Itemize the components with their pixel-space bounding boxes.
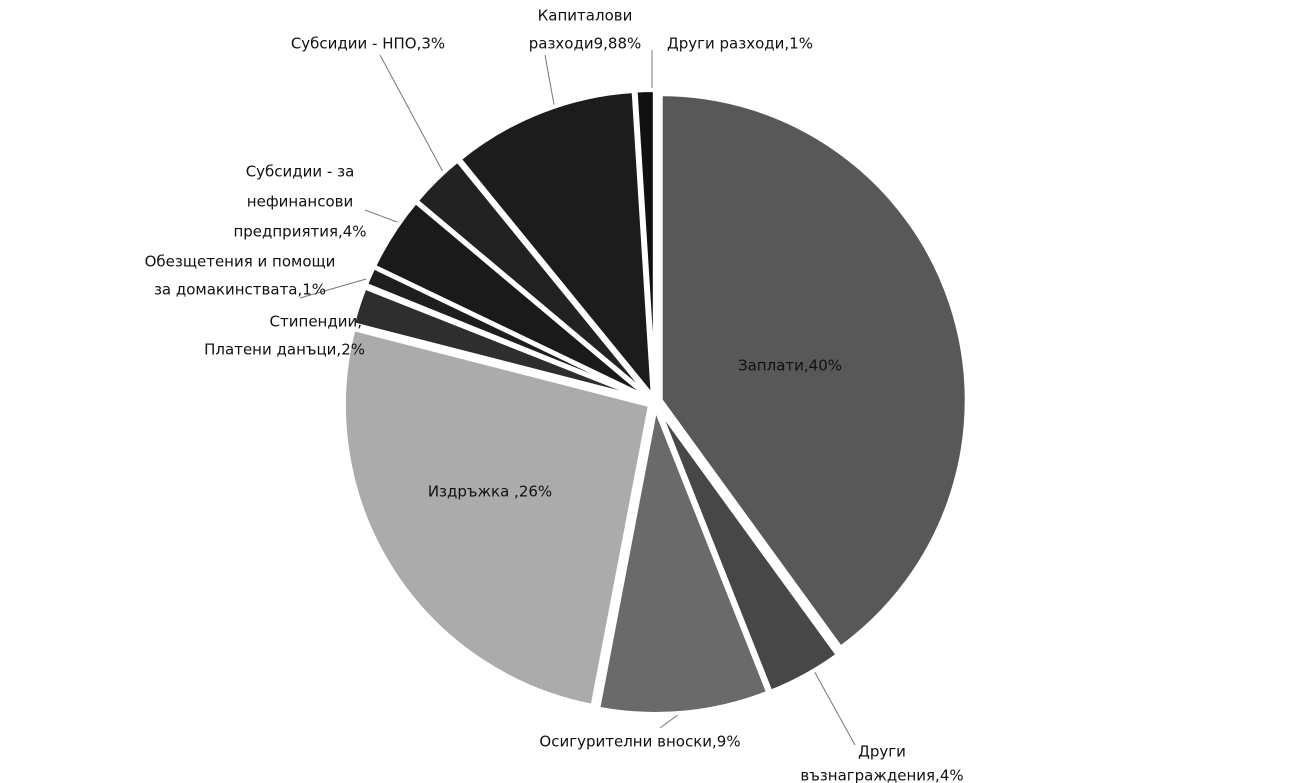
leader-line: [807, 659, 856, 746]
data-label: разходи9,88%: [529, 35, 642, 53]
pie-slice: [656, 406, 841, 695]
data-label: възнаграждения,4%: [800, 767, 963, 783]
pie-slice: [595, 400, 771, 716]
data-label: Осигурителни вноски,9%: [539, 733, 740, 751]
data-label: Издръжка ,26%: [428, 483, 552, 501]
pie-slice: [341, 326, 653, 709]
pie-slice: [413, 157, 653, 400]
leader-line: [379, 54, 451, 186]
leader-line: [544, 54, 556, 111]
pie-slice: [456, 88, 656, 403]
data-label: Капиталови: [538, 7, 633, 25]
data-label: предприятия,4%: [233, 223, 366, 241]
data-label: Заплати,40%: [738, 357, 842, 375]
data-label: Субсидии - за: [246, 163, 355, 181]
data-label: Платени данъци,2%: [204, 341, 365, 359]
data-label: Обезщетения и помощи: [145, 253, 336, 271]
data-label: Други: [858, 743, 906, 761]
data-label: нефинансови: [247, 193, 353, 211]
data-label: Субсидии - НПО,3%: [291, 35, 445, 53]
data-label: Други разходи,1%: [667, 35, 813, 53]
data-label: за домакинствата,1%: [154, 281, 326, 299]
data-label: Стипендии,: [270, 313, 362, 331]
pie-slice: [633, 88, 657, 397]
pie-slice: [658, 92, 969, 651]
